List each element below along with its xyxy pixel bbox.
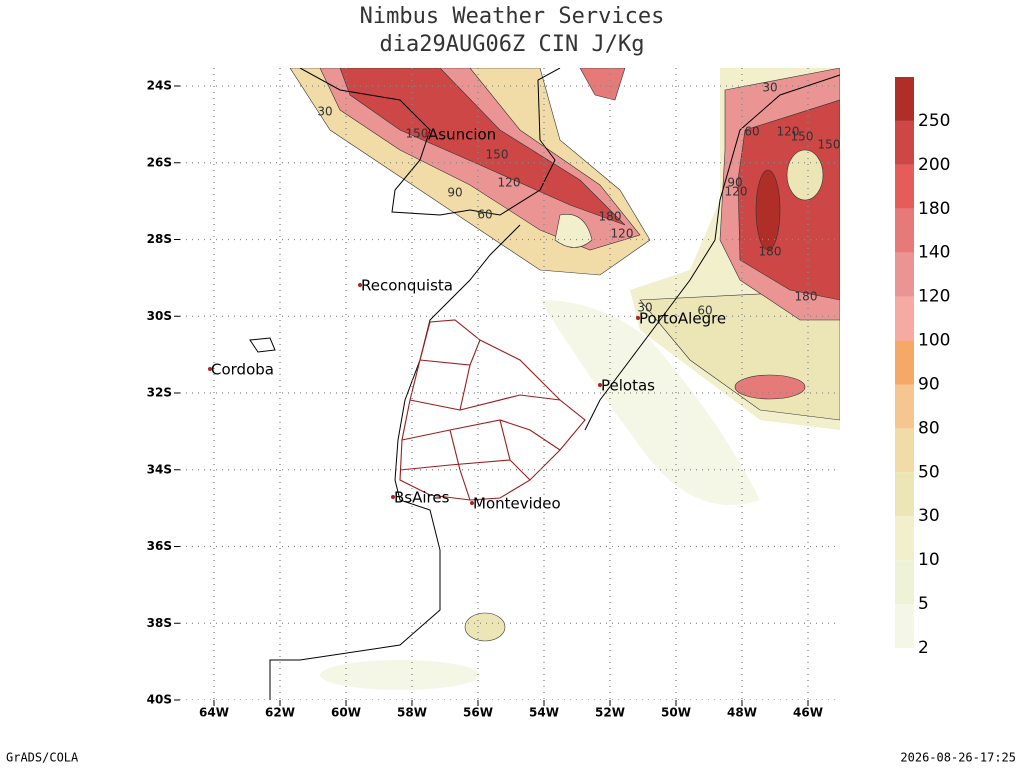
contour-label: 90 (447, 186, 462, 200)
colorbar-label: 5 (918, 594, 929, 614)
city-label: Pelotas (601, 377, 655, 395)
lon-tick-label: 54W (529, 706, 559, 720)
lon-tick-label: 46W (793, 706, 823, 720)
colorbar-swatch (895, 164, 914, 209)
lon-tick-label: 52W (595, 706, 625, 720)
contour-label: 30 (317, 105, 332, 119)
colorbar-swatch (895, 340, 914, 385)
colorbar-label: 30 (918, 506, 940, 526)
coastline (249, 68, 840, 700)
colorbar-label: 200 (918, 155, 950, 175)
colorbar-swatch (895, 472, 914, 517)
contour-label: 120 (611, 227, 634, 241)
city-marker (425, 132, 429, 136)
colorbar-label: 10 (918, 550, 940, 570)
lat-tick-label: 40S (147, 693, 172, 707)
lat-tick-label: 30S (147, 309, 172, 323)
contour-label: 180 (599, 210, 622, 224)
map-area (180, 68, 840, 700)
colorbar-label: 50 (918, 462, 940, 482)
city-marker (208, 367, 212, 371)
colorbar-swatch (895, 208, 914, 253)
lat-tick-label: 24S (147, 79, 172, 93)
colorbar-label: 140 (918, 243, 950, 263)
cin-shading (289, 68, 840, 690)
colorbar-label: 80 (918, 418, 940, 438)
lon-tick-label: 58W (397, 706, 427, 720)
colorbar-label: 90 (918, 374, 940, 394)
city-label: Montevideo (473, 495, 561, 513)
colorbar-swatch (895, 120, 914, 165)
contour-label: 150 (486, 148, 509, 162)
title: Nimbus Weather Services (360, 4, 665, 29)
city-marker (358, 283, 362, 287)
city-label: PortoAlegre (639, 310, 726, 328)
subtitle: dia29AUG06Z CIN J/Kg (380, 32, 645, 57)
city-marker (598, 383, 602, 387)
colorbar-swatch (895, 428, 914, 473)
lon-tick-label: 56W (463, 706, 493, 720)
colorbar-label: 180 (918, 199, 950, 219)
lat-tick-label: 28S (147, 232, 172, 246)
contour-label: 120 (498, 176, 521, 190)
lat-tick-label: 36S (147, 539, 172, 553)
footer-right: 2026-08-26-17:25 (900, 751, 1016, 765)
contour-label: 120 (777, 125, 800, 139)
contour-label: 60 (744, 125, 759, 139)
lat-tick-label: 26S (147, 155, 172, 169)
city-marker (470, 501, 474, 505)
contour-label: 150 (406, 127, 429, 141)
footer-left: GrADS/COLA (6, 751, 79, 765)
city-label: Cordoba (211, 361, 274, 379)
city-marker (636, 316, 640, 320)
city-marker (391, 495, 395, 499)
contour-label: 150 (818, 138, 841, 152)
contour-label: 60 (477, 208, 492, 222)
contour-label: 180 (759, 245, 782, 259)
contour-label: 30 (762, 81, 777, 95)
lon-tick-label: 64W (199, 706, 229, 720)
colorbar-swatch (895, 384, 914, 429)
city-label: BsAires (394, 489, 450, 507)
grid (180, 68, 840, 700)
lat-tick-label: 38S (147, 616, 172, 630)
lon-tick-label: 50W (661, 706, 691, 720)
colorbar-label: 100 (918, 331, 950, 351)
city-label: Asuncion (428, 126, 496, 144)
colorbar-label: 250 (918, 111, 950, 131)
contour-label: 120 (725, 185, 748, 199)
contour-label: 180 (795, 290, 818, 304)
lon-tick-label: 62W (265, 706, 295, 720)
lat-tick-label: 32S (147, 386, 172, 400)
colorbar-swatch (895, 252, 914, 297)
contour-label: 90 (727, 176, 742, 190)
colorbar-swatch (895, 604, 914, 648)
colorbar-swatch (895, 516, 914, 561)
lon-tick-label: 48W (727, 706, 757, 720)
colorbar-label: 2 (918, 638, 929, 658)
city-label: Reconquista (361, 277, 453, 295)
lon-tick-label: 60W (331, 706, 361, 720)
colorbar-label: 120 (918, 287, 950, 307)
uruguay-departments (399, 319, 586, 501)
contour-label: 150 (791, 130, 814, 144)
lat-tick-label: 34S (147, 462, 172, 476)
colorbar-swatch (895, 296, 914, 341)
colorbar-swatch (895, 560, 914, 605)
colorbar-swatch (895, 77, 914, 121)
contour-label: 30 (637, 301, 652, 315)
contour-label: 60 (697, 304, 712, 318)
